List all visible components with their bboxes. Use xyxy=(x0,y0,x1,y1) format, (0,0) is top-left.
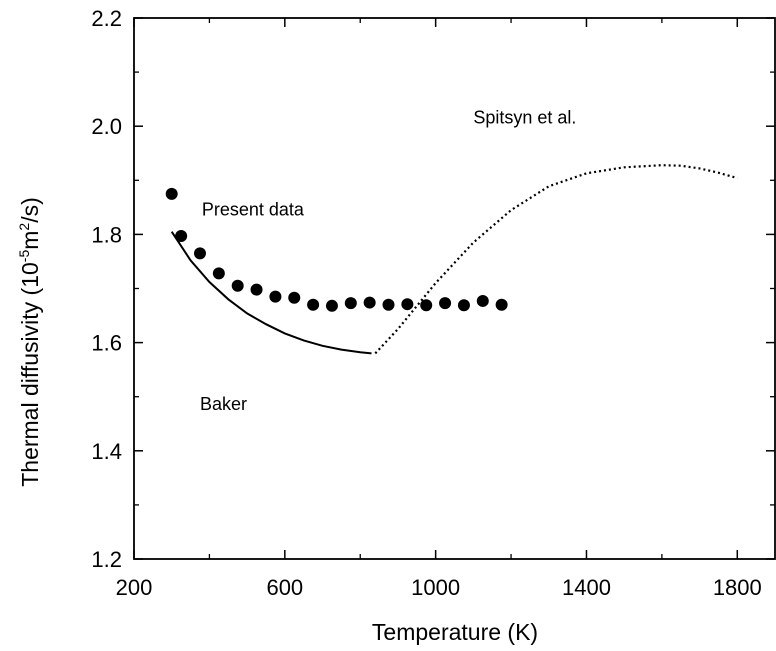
x-tick-label: 1000 xyxy=(411,575,460,600)
series-line-baker xyxy=(170,231,372,355)
data-point xyxy=(212,267,225,280)
data-point xyxy=(495,298,508,311)
data-point xyxy=(476,294,489,307)
y-tick-label: 2.0 xyxy=(91,114,122,139)
y-tick-label: 2.2 xyxy=(91,6,122,31)
y-tick-label: 1.8 xyxy=(91,222,122,247)
x-axis-title: Temperature (K) xyxy=(372,619,538,645)
y-axis-title: Thermal diffusivity (10-5m2/s) xyxy=(16,197,43,487)
series-spitsyn-et-al xyxy=(374,164,738,355)
curve-label: Spitsyn et al. xyxy=(473,107,576,127)
series-baker xyxy=(170,231,372,355)
curve-label: Baker xyxy=(200,394,247,414)
x-tick-label: 600 xyxy=(266,575,303,600)
series-present-data xyxy=(165,187,508,312)
data-point xyxy=(193,247,206,260)
x-tick-label: 1800 xyxy=(713,575,762,600)
series-line-spitsyn-et-al xyxy=(374,164,738,355)
data-point xyxy=(363,296,376,309)
y-tick-label: 1.6 xyxy=(91,331,122,356)
x-tick-label: 200 xyxy=(116,575,153,600)
plot-border xyxy=(133,17,776,560)
y-tick-label: 1.4 xyxy=(91,439,122,464)
data-point xyxy=(344,297,357,310)
data-point xyxy=(269,290,282,303)
data-point xyxy=(288,291,301,304)
data-point xyxy=(439,297,452,310)
data-point xyxy=(382,298,395,311)
data-point xyxy=(457,299,470,312)
data-point xyxy=(325,299,338,312)
data-point xyxy=(420,299,433,312)
curve-label: Present data xyxy=(202,199,305,219)
data-point xyxy=(165,187,178,200)
data-point xyxy=(231,279,244,292)
y-tick-label: 1.2 xyxy=(91,547,122,572)
data-point xyxy=(401,298,414,311)
data-point xyxy=(307,298,320,311)
x-tick-label: 1400 xyxy=(562,575,611,600)
data-point xyxy=(175,230,188,243)
data-point xyxy=(250,283,263,296)
